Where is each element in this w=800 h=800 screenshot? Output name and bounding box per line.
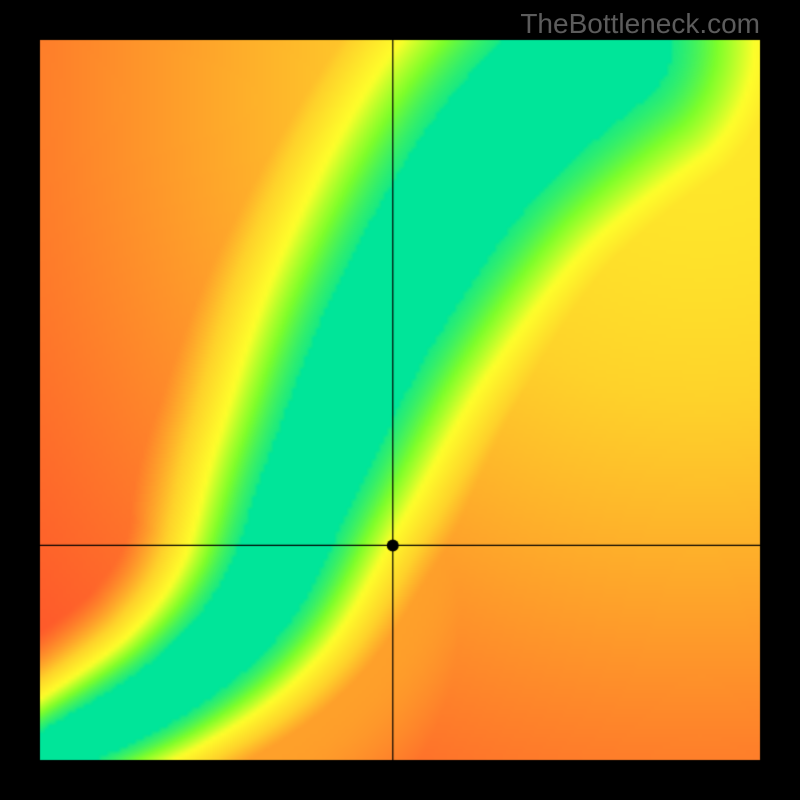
bottleneck-heatmap (0, 0, 800, 800)
watermark-text: TheBottleneck.com (520, 8, 760, 40)
chart-container: TheBottleneck.com (0, 0, 800, 800)
